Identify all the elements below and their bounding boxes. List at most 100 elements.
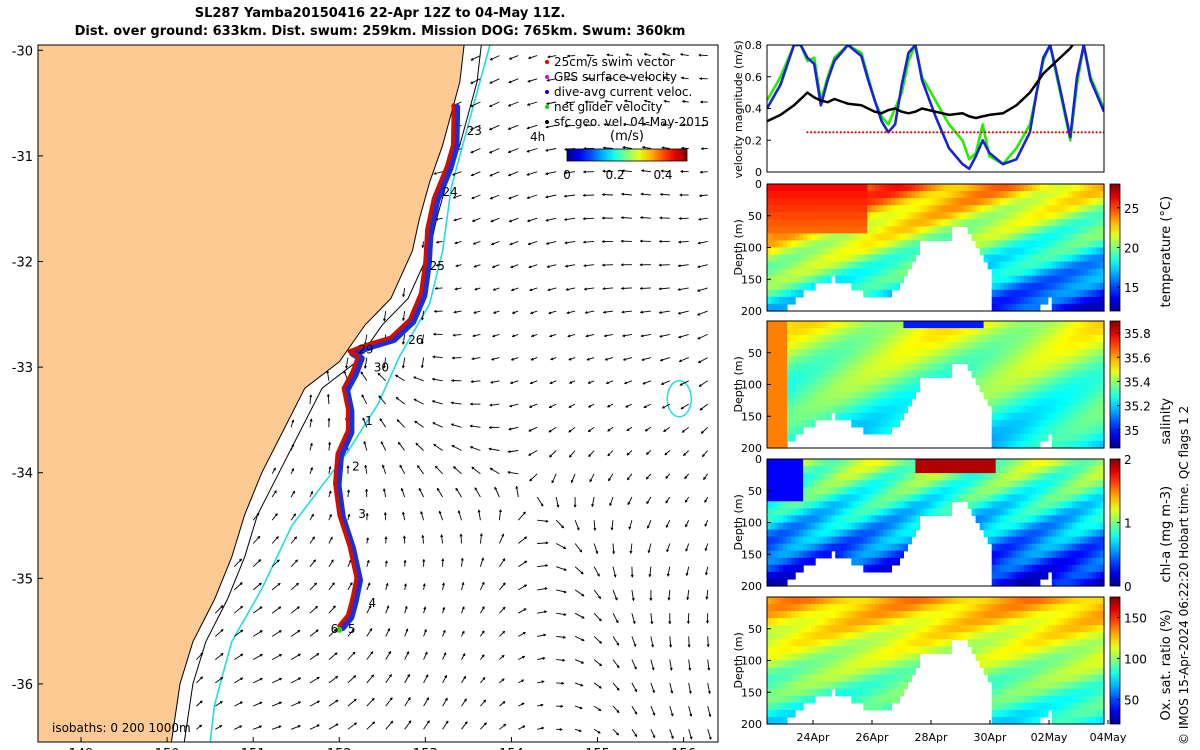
section-cell	[899, 261, 904, 270]
legend-label: dive-avg current veloc.	[554, 85, 692, 99]
section-cell	[907, 459, 912, 467]
section-cell	[1003, 398, 1009, 407]
section-cell	[795, 501, 800, 509]
velocity-arrowhead	[488, 150, 493, 154]
swim-vector-point	[1010, 131, 1013, 134]
section-cell	[855, 233, 860, 242]
section-cell	[1063, 515, 1069, 524]
section-cell	[1055, 536, 1061, 545]
section-cell	[871, 508, 876, 517]
section-cell	[1067, 508, 1073, 517]
swim-vector-point	[1077, 131, 1080, 134]
swim-vector-point	[887, 131, 891, 134]
section-cell	[1096, 384, 1101, 393]
section-cell	[991, 515, 997, 524]
section-cell	[827, 335, 832, 343]
section-cell	[831, 233, 836, 242]
section-cell	[1003, 473, 1009, 481]
velocity-arrowhead	[650, 621, 654, 625]
section-cell	[887, 377, 892, 386]
velocity-arrowhead	[670, 690, 674, 694]
section-cell	[963, 205, 969, 213]
section-cell	[1075, 363, 1081, 371]
section-cell	[1079, 391, 1085, 400]
section-cell	[1023, 363, 1029, 371]
section-cell	[883, 515, 888, 524]
swim-vector-point	[1032, 131, 1035, 134]
section-cell	[903, 261, 908, 270]
section-cell	[903, 328, 908, 336]
section-cell	[783, 550, 788, 559]
section-cell	[819, 377, 824, 386]
section-cell	[1071, 412, 1077, 421]
velocity-arrowhead	[527, 242, 531, 246]
section-cell	[875, 501, 880, 509]
section-cell	[899, 391, 904, 400]
velocity-arrowhead	[563, 194, 567, 198]
section-cell	[863, 328, 868, 336]
section-cell	[955, 473, 961, 481]
section-cell	[831, 261, 836, 270]
section-cell	[827, 233, 832, 242]
section-cell	[971, 494, 977, 502]
section-cell	[1019, 384, 1025, 393]
section-cell	[1011, 384, 1017, 393]
section-cell	[767, 205, 772, 213]
velocity-arrowhead	[401, 365, 405, 369]
section-cell	[783, 247, 788, 256]
section-cell	[1039, 543, 1045, 552]
section-cell	[919, 480, 925, 488]
section-cell	[843, 515, 848, 524]
velocity-arrowhead	[474, 487, 478, 491]
section-cell	[919, 370, 925, 379]
section-cell	[1055, 191, 1061, 199]
section-cell	[911, 254, 916, 263]
section-cell	[807, 335, 812, 343]
section-cell	[851, 226, 856, 234]
velocity-arrowhead	[626, 428, 630, 431]
section-cell	[879, 282, 884, 291]
section-cell	[915, 459, 920, 467]
section-cell	[1035, 328, 1041, 336]
section-cell	[843, 384, 848, 393]
section-cell	[959, 473, 965, 481]
section-cell	[963, 349, 969, 357]
section-cell	[799, 412, 804, 421]
velocity-arrowhead	[331, 582, 335, 586]
section-cell	[863, 349, 868, 357]
section-cell	[843, 473, 848, 481]
section-cell	[923, 212, 929, 220]
section-cell	[815, 377, 820, 386]
section-cell	[931, 219, 937, 227]
section-cell	[1043, 557, 1049, 566]
section-cell	[903, 536, 908, 545]
section-cell	[883, 426, 888, 435]
section-cell	[1063, 370, 1069, 379]
section-cell	[827, 198, 832, 206]
section-cell	[859, 226, 864, 234]
section-cell	[923, 321, 929, 329]
velocity-arrowhead	[568, 404, 572, 408]
velocity-arrowhead	[580, 683, 584, 687]
section-cell	[995, 342, 1001, 350]
section-cell	[1007, 289, 1013, 298]
section-cell	[843, 363, 848, 371]
velocity-arrowhead	[616, 709, 620, 714]
section-cell	[879, 536, 884, 545]
section-cell	[847, 191, 852, 199]
section-cell	[783, 212, 788, 220]
velocity-arrowhead	[455, 264, 459, 268]
section-cell	[883, 184, 888, 192]
section-cell	[1023, 384, 1029, 393]
section-cell	[851, 370, 856, 379]
swim-vector-point	[1002, 131, 1006, 134]
section-cell	[871, 384, 876, 393]
section-cell	[1043, 275, 1049, 284]
section-cell	[799, 419, 804, 428]
section-cell	[899, 275, 904, 284]
velocity-arrowhead	[663, 99, 667, 103]
section-cell	[787, 508, 792, 517]
section-cell	[839, 233, 844, 242]
section-cell	[815, 191, 820, 199]
section-cell	[847, 529, 852, 538]
